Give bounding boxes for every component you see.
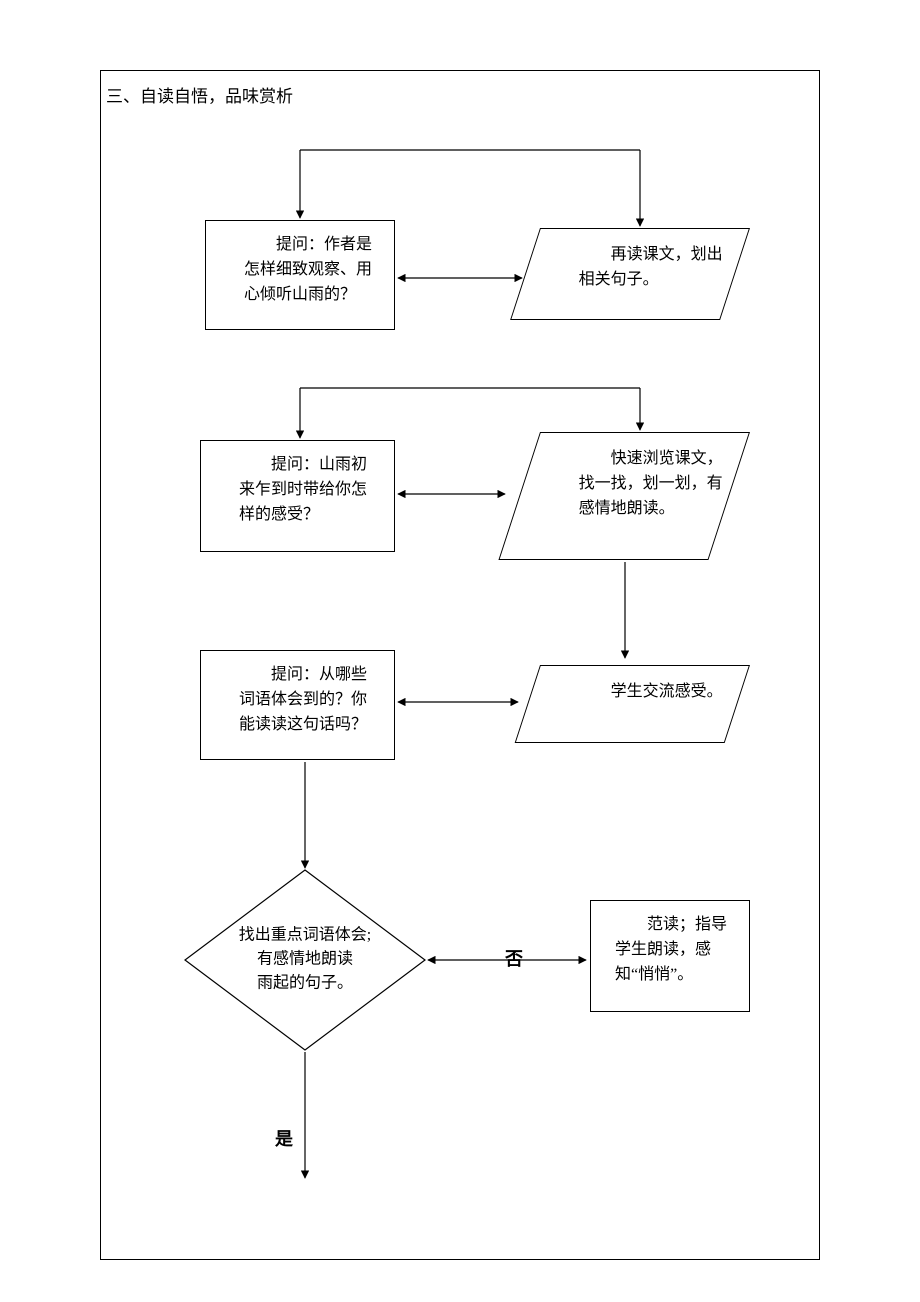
action-2-text: 快速浏览课文，找一找，划一划，有感情地朗读。	[579, 450, 723, 517]
action-3-text: 学生交流感受。	[579, 683, 723, 700]
question-1-text: 提问：作者是怎样细致观察、用心倾听山雨的？	[244, 236, 372, 303]
page: 三、自读自悟，品味赏析 提问：作者是怎样细致观察、用心倾听山雨的？ 再读课文，划…	[0, 0, 920, 1302]
label-no: 否	[505, 945, 523, 971]
action-3: 学生交流感受。	[515, 665, 750, 743]
action-1-text: 再读课文，划出相关句子。	[579, 246, 723, 288]
question-2-text: 提问：山雨初来乍到时带给你怎样的感受？	[239, 456, 367, 523]
guidance-box: 范读；指导学生朗读，感知“悄悄”。	[590, 900, 750, 1012]
question-2: 提问：山雨初来乍到时带给你怎样的感受？	[200, 440, 395, 552]
action-1: 再读课文，划出相关句子。	[510, 228, 750, 320]
question-3-text: 提问：从哪些词语体会到的？你能读读这句话吗？	[239, 666, 367, 733]
action-2: 快速浏览课文，找一找，划一划，有感情地朗读。	[498, 432, 750, 560]
question-3: 提问：从哪些词语体会到的？你能读读这句话吗？	[200, 650, 395, 760]
label-yes: 是	[275, 1125, 293, 1151]
guidance-box-text: 范读；指导学生朗读，感知“悄悄”。	[615, 916, 727, 983]
section-title: 三、自读自悟，品味赏析	[106, 82, 293, 107]
question-1: 提问：作者是怎样细致观察、用心倾听山雨的？	[205, 220, 395, 330]
